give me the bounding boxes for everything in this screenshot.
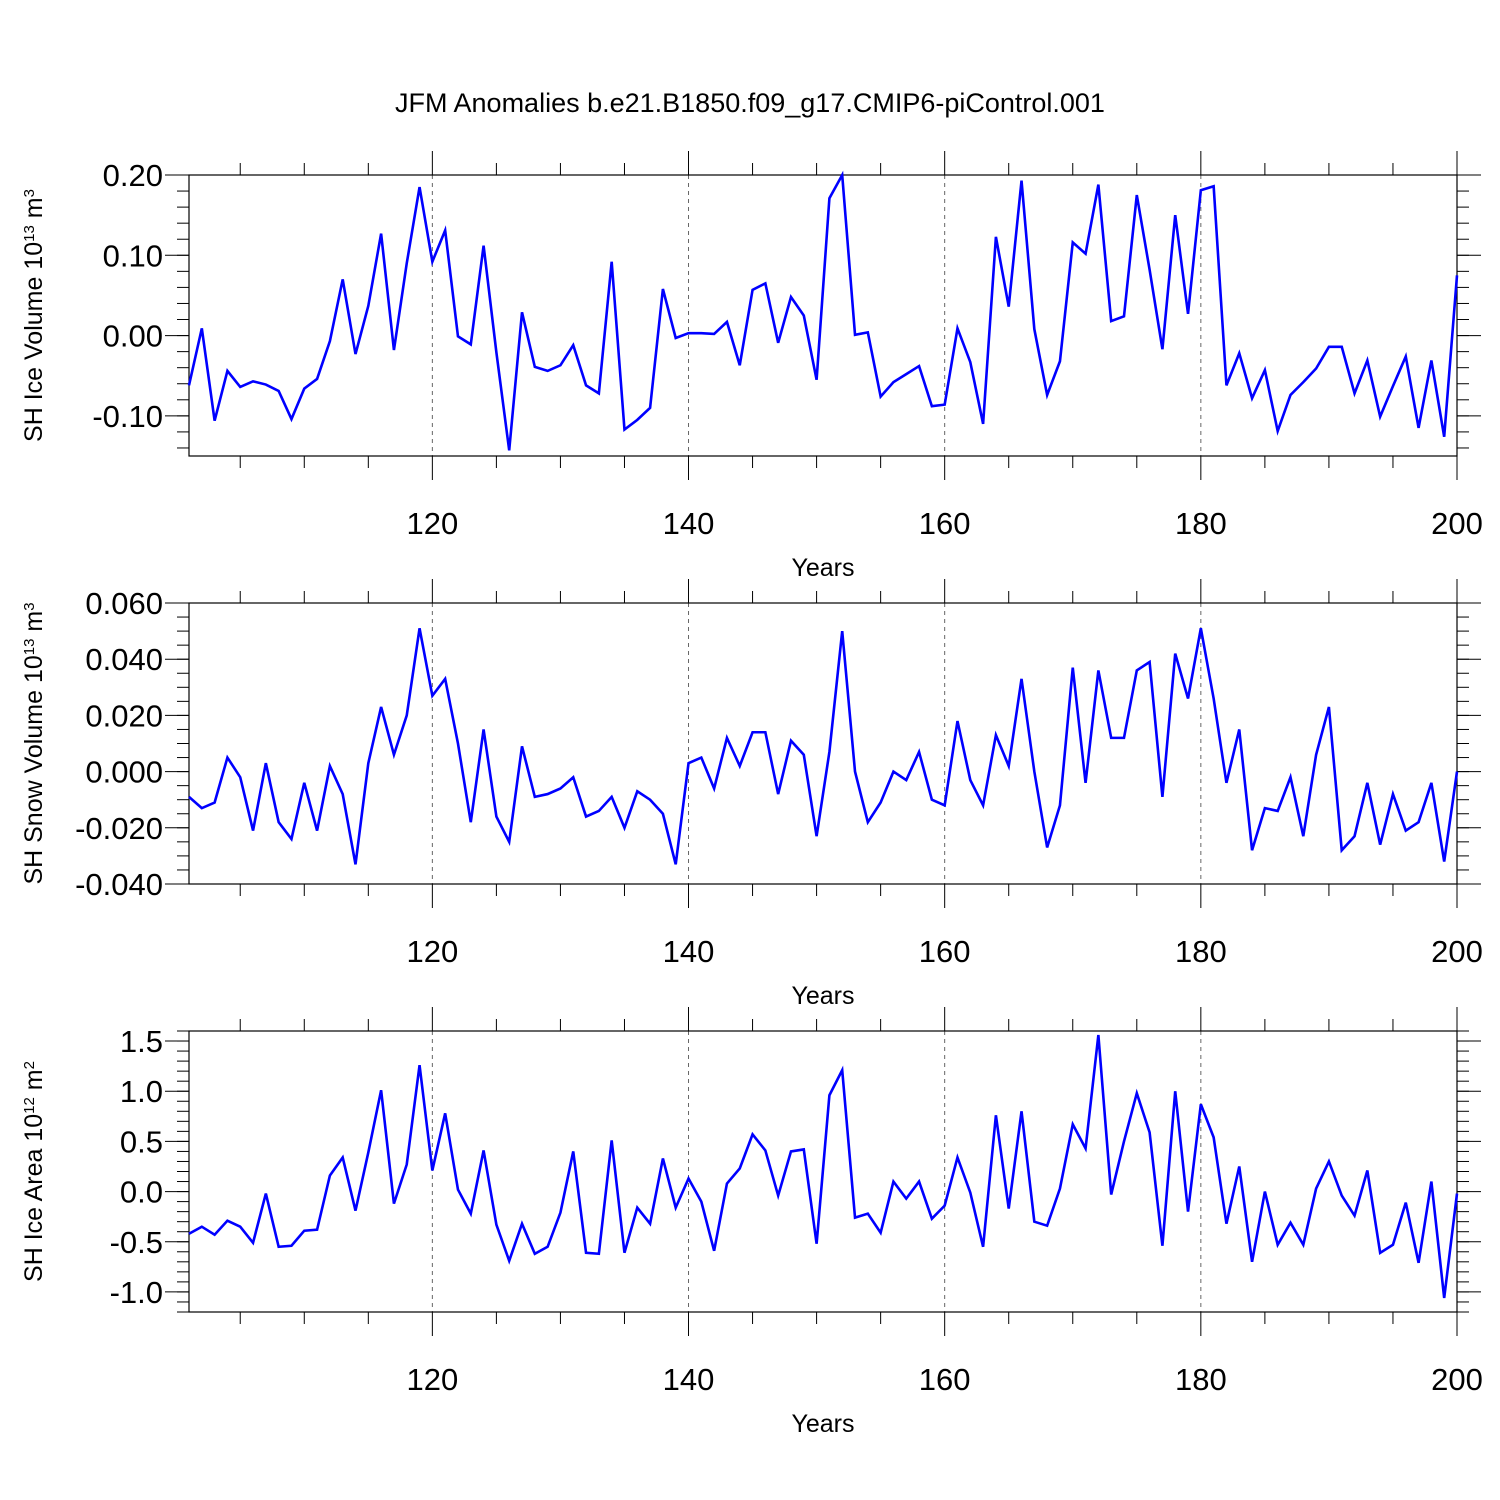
y-axis-label: SH Ice Area 1012 m2 xyxy=(20,1061,48,1282)
x-tick-label: 160 xyxy=(919,934,971,969)
panel-2: 0.060 0.040 0.020 0.000 -0.020 -0.040 120 140 16… xyxy=(20,579,1483,1010)
y-tick-label: 0.000 xyxy=(85,755,163,790)
x-tick-label: 160 xyxy=(919,1362,971,1397)
series-line xyxy=(188,628,1459,865)
x-tick-label: 200 xyxy=(1431,934,1483,969)
plot-frame xyxy=(188,174,1458,457)
y-label-superscript: 2 xyxy=(21,1061,38,1069)
x-axis-label: Years xyxy=(791,982,854,1010)
series-line xyxy=(188,1034,1459,1299)
y-axis-label: SH Ice Volume 1013 m3 xyxy=(20,189,48,442)
y-tick-label: 0.0 xyxy=(120,1175,163,1210)
x-tick-label: 120 xyxy=(406,506,458,541)
y-label-superscript: 3 xyxy=(21,189,38,197)
x-tick-label: 180 xyxy=(1175,506,1227,541)
y-axis-label: SH Snow Volume 1013 m3 xyxy=(20,602,48,884)
y-tick-label: 0.5 xyxy=(120,1124,163,1159)
x-axis-label: Years xyxy=(791,554,854,582)
y-tick-label: 0.00 xyxy=(103,319,163,354)
y-tick-label: 0.20 xyxy=(103,158,163,193)
x-tick-label: 200 xyxy=(1431,506,1483,541)
y-tick-label: 0.10 xyxy=(103,238,163,273)
y-tick-label: -0.040 xyxy=(75,867,163,902)
y-label-text: m xyxy=(20,1069,48,1097)
x-axis-label: Years xyxy=(791,1410,854,1438)
y-tick-label: -0.10 xyxy=(92,399,163,434)
chart-title: JFM Anomalies b.e21.B1850.f09_g17.CMIP6-… xyxy=(395,88,1105,118)
y-label-superscript: 3 xyxy=(21,602,38,610)
y-label-text: m xyxy=(20,611,48,639)
panel-1: 0.20 0.10 0.00 -0.10 120 140 160 180 200 Years SH … xyxy=(20,151,1483,582)
y-tick-label: 0.020 xyxy=(85,698,163,733)
y-label-text: SH Snow Volume 10 xyxy=(20,655,48,884)
x-tick-label: 140 xyxy=(663,934,715,969)
y-label-text: SH Ice Volume 10 xyxy=(20,242,48,442)
x-tick-label: 120 xyxy=(406,934,458,969)
panel-3: 1.5 1.0 0.5 0.0 -0.5 -1.0 120 140 160 180 200 Years… xyxy=(20,1007,1483,1438)
x-tick-label: 200 xyxy=(1431,1362,1483,1397)
x-tick-label: 140 xyxy=(663,1362,715,1397)
y-label-superscript: 12 xyxy=(21,1097,38,1114)
y-label-text: m xyxy=(20,197,48,225)
y-label-superscript: 13 xyxy=(21,639,38,656)
y-tick-label: 1.0 xyxy=(120,1074,163,1109)
x-tick-label: 180 xyxy=(1175,934,1227,969)
y-tick-label: 1.5 xyxy=(120,1024,163,1059)
y-tick-label: -1.0 xyxy=(110,1275,163,1310)
y-label-text: SH Ice Area 10 xyxy=(20,1114,48,1282)
panels: 0.20 0.10 0.00 -0.10 120 140 160 180 200 Years SH … xyxy=(20,151,1483,1438)
y-tick-label: -0.020 xyxy=(75,811,163,846)
y-tick-label: 0.060 xyxy=(85,586,163,621)
y-label-superscript: 13 xyxy=(21,225,38,242)
y-tick-label: -0.5 xyxy=(110,1225,163,1260)
series-line xyxy=(187,170,1459,451)
x-tick-label: 160 xyxy=(919,506,971,541)
plot-frame xyxy=(188,602,1458,885)
x-tick-label: 140 xyxy=(663,506,715,541)
x-tick-label: 120 xyxy=(406,1362,458,1397)
y-tick-label: 0.040 xyxy=(85,642,163,677)
x-tick-label: 180 xyxy=(1175,1362,1227,1397)
